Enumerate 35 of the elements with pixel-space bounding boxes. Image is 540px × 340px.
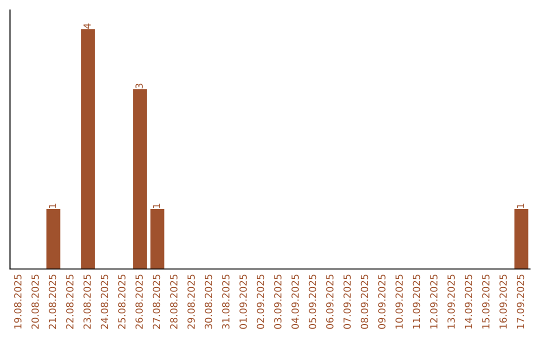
x-tick-label: 14.09.2025 — [464, 274, 472, 328]
x-tick-label: 17.09.2025 — [516, 274, 524, 328]
x-tick-label: 28.08.2025 — [170, 274, 178, 329]
data-label: 1 — [152, 204, 160, 208]
x-tick-label: 30.08.2025 — [204, 274, 212, 329]
x-tick-label: 04.09.2025 — [291, 274, 299, 329]
x-tick-label: 27.08.2025 — [152, 274, 160, 329]
x-tick-label: 15.09.2025 — [482, 274, 490, 328]
x-tick-label: 08.09.2025 — [360, 274, 368, 329]
data-label: 4 — [84, 24, 91, 29]
x-tick-label: 29.08.2025 — [187, 274, 195, 329]
x-tick-label: 07.09.2025 — [343, 274, 351, 329]
x-tick-label: 31.08.2025 — [222, 274, 230, 329]
x-tick-label: 24.08.2025 — [100, 274, 108, 329]
x-tick-label: 23.08.2025 — [83, 274, 91, 329]
x-tick-label: 09.09.2025 — [378, 274, 386, 329]
data-label: 1 — [516, 204, 524, 208]
x-tick-label: 01.09.2025 — [239, 274, 247, 329]
data-label: 1 — [48, 204, 56, 208]
x-tick-label: 26.08.2025 — [135, 274, 143, 329]
x-tick-label: 25.08.2025 — [118, 274, 126, 329]
x-tick-label: 16.09.2025 — [499, 274, 507, 328]
x-tick-label: 13.09.2025 — [447, 274, 455, 328]
x-tick-label: 22.08.2025 — [66, 274, 74, 329]
x-tick-label: 05.09.2025 — [308, 274, 316, 329]
x-tick-label: 12.09.2025 — [430, 274, 438, 328]
x-tick-label: 10.09.2025 — [395, 274, 403, 328]
x-tick-label: 19.08.2025 — [14, 274, 22, 328]
data-label: 3 — [135, 84, 143, 88]
x-tick-label: 11.09.2025 — [412, 274, 420, 328]
x-tick-label: 20.08.2025 — [31, 274, 39, 329]
x-tick-label: 02.09.2025 — [256, 274, 264, 329]
x-tick-label: 21.08.2025 — [48, 274, 56, 329]
x-tick-label: 03.09.2025 — [274, 274, 282, 329]
x-tick-label: 06.09.2025 — [326, 274, 334, 329]
